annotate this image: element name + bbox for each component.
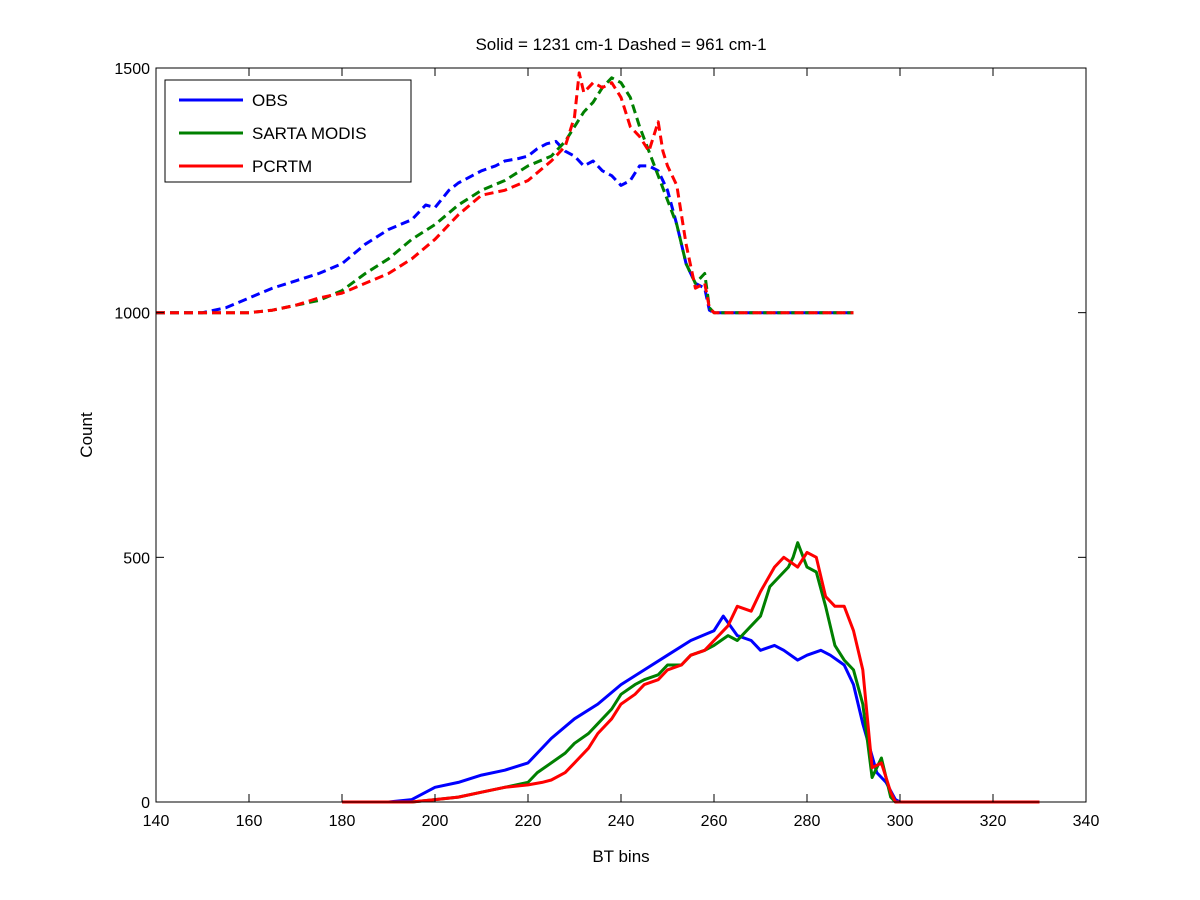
y-tick-label: 500 [123, 550, 150, 567]
legend-label: OBS [252, 91, 288, 110]
legend-label: PCRTM [252, 157, 312, 176]
legend-label: SARTA MODIS [252, 124, 367, 143]
chart-title: Solid = 1231 cm-1 Dashed = 961 cm-1 [475, 35, 766, 54]
x-tick-label: 220 [515, 813, 542, 830]
x-tick-label: 300 [887, 813, 914, 830]
x-tick-label: 200 [422, 813, 449, 830]
x-tick-label: 340 [1073, 813, 1100, 830]
axis-ticks: 140 160 180 200 220 240 260 280 300 320 340 0 500 100… [114, 61, 1099, 830]
plot-lines [156, 71, 1040, 804]
x-tick-label: 240 [608, 813, 635, 830]
series-line-obs-solid [342, 614, 1040, 804]
x-axis-label: BT bins [592, 847, 649, 866]
x-tick-label: 140 [143, 813, 170, 830]
x-tick-label: 320 [980, 813, 1007, 830]
series-line-sarta-modis-solid [342, 541, 1040, 804]
x-tick-label: 280 [794, 813, 821, 830]
x-tick-label: 180 [329, 813, 356, 830]
y-tick-label: 0 [141, 795, 150, 812]
legend: OBS SARTA MODIS PCRTM [164, 79, 412, 183]
y-tick-label: 1000 [114, 306, 150, 323]
y-axis-label: Count [77, 412, 96, 458]
y-tick-label: 1500 [114, 61, 150, 78]
series-line-pcrtm-solid [342, 550, 1040, 804]
x-tick-label: 160 [236, 813, 263, 830]
series-line-pcrtm-dashed [156, 71, 854, 315]
x-tick-label: 260 [701, 813, 728, 830]
